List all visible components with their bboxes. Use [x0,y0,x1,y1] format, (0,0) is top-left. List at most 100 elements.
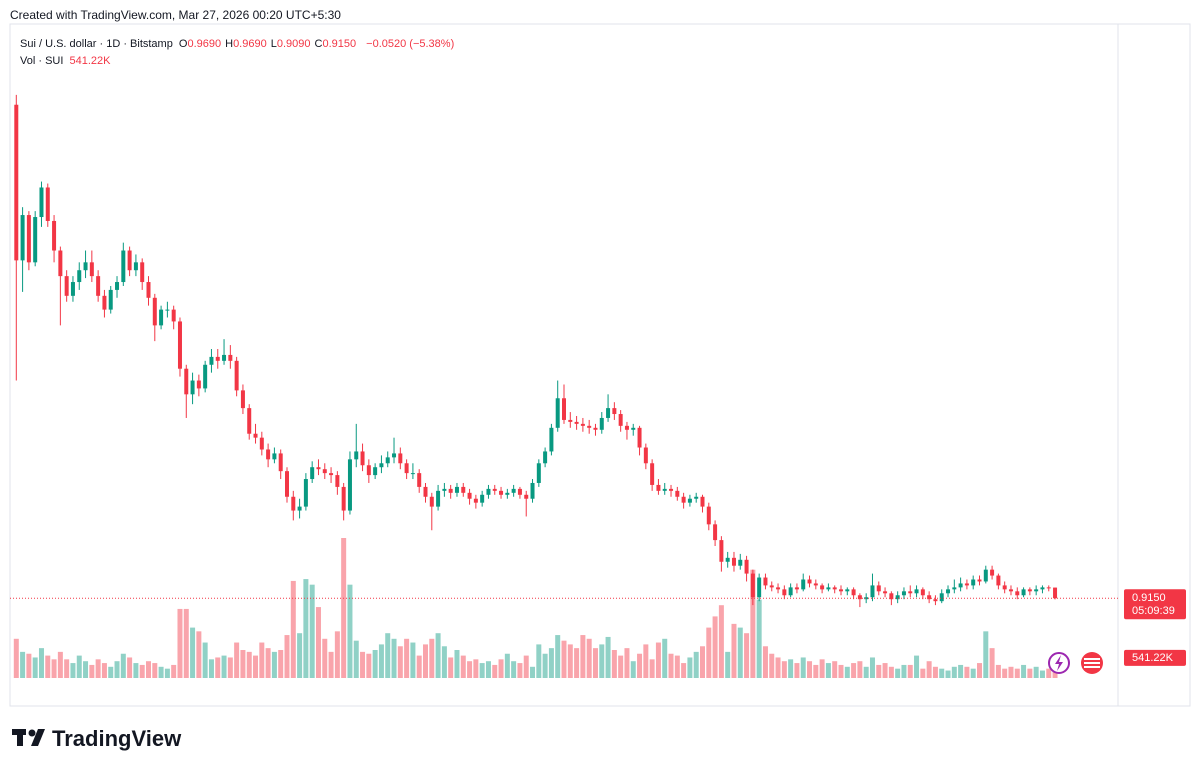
volume-bar [542,653,548,678]
candle-body [845,589,850,592]
candle-body [171,309,176,322]
candle-body [656,484,661,491]
volume-bar [89,664,95,678]
candle-body [788,587,793,596]
volume-bar [693,651,699,678]
candle-body [417,473,422,487]
volume-bar [448,657,454,678]
candle-body [574,421,579,424]
volume-bar [586,638,592,678]
volume-bar [964,666,970,678]
volume-bar [328,651,334,678]
volume-bar [825,663,831,678]
volume-bar [177,608,183,678]
candle-body [939,593,944,602]
candle-body [580,423,585,426]
volume-bar [561,640,567,678]
candle-body [70,282,75,296]
candle-body [102,295,107,310]
volume-bar [479,663,485,678]
chart-frame [9,23,1191,707]
volume-bar [38,648,44,678]
change: −0.0520 (−5.38%) [366,38,455,50]
candle-body [876,585,881,592]
volume-bar [807,661,813,678]
volume-bar [485,661,491,678]
candle-body [851,589,856,596]
volume-bar [1033,666,1039,678]
candle-body [234,360,239,391]
candle-body [958,583,963,588]
volume-bar [473,659,479,678]
countdown: 05:09:39 [1132,605,1175,617]
candle-body [291,496,296,511]
candle-body [1015,591,1020,596]
volume-bar [511,661,517,678]
volume-bar [995,664,1001,678]
candle-body [555,398,560,428]
candle-body [524,494,529,499]
volume-bar [674,655,680,678]
candle-body [461,486,466,493]
volume-bar [51,659,57,678]
volume-bar [108,666,114,678]
candle-body [687,498,692,503]
candle-body [159,309,164,326]
ohlc-value: 0.9690 [233,38,267,50]
volume-bar [114,661,120,678]
volume-bar [271,651,277,678]
volume-bar [196,631,202,678]
volume-bar [718,605,724,678]
volume-bar [712,616,718,678]
volume-bar [1014,668,1020,678]
volume-bar [152,663,158,678]
candle-body [990,569,995,576]
volume-bar [662,638,668,678]
volume-bar [341,538,347,678]
candle-body [731,557,736,566]
volume-bar [278,650,284,678]
candle-body [203,364,208,389]
candle-body [895,595,900,600]
volume-bar [504,653,510,678]
candle-body [568,419,573,422]
volume-bar [240,650,246,678]
volume-bar [548,648,554,678]
candle-body [228,354,233,361]
candle-body [1021,589,1026,596]
volume-bar [76,655,82,678]
volume-bar [467,661,473,678]
volume-bar [435,633,441,678]
volume-bar [756,599,762,678]
volume-bar [221,655,227,678]
candle-body [58,250,63,277]
candle-body [517,488,522,495]
candle-body [247,408,252,434]
candle-body [329,473,334,476]
volume-bar [649,659,655,678]
volume-bar [945,670,951,678]
candle-body [782,589,787,596]
volume-bar [83,661,89,678]
candle-body [360,451,365,466]
volume-bar [536,644,542,678]
volume-bar [851,663,857,678]
volume-bar [45,655,51,678]
candle-body [177,321,182,369]
candle-body [209,356,214,365]
candle-body [826,587,831,590]
candle-body [285,471,289,497]
volume-bar [624,648,630,678]
candle-body [624,425,629,430]
candle-body [1027,589,1032,592]
candle-body [404,463,409,474]
candle-body [89,262,94,277]
candle-body [26,215,31,263]
candle-body [650,463,655,485]
volume-bar [731,623,737,678]
candle-body [303,479,308,507]
volume-bar [895,668,901,678]
candle-body [801,579,806,590]
candle-body [140,262,145,283]
